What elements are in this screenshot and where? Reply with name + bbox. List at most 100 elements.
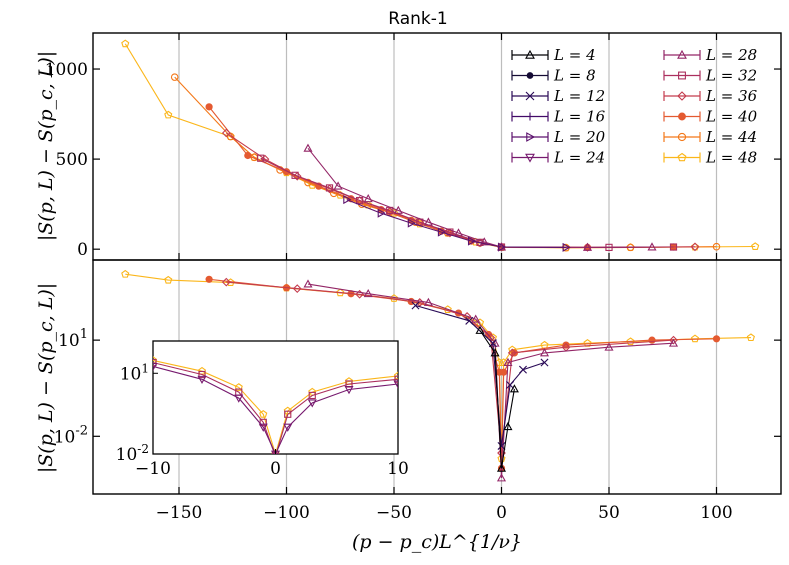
series-line — [153, 365, 398, 454]
series-l12 — [411, 301, 549, 450]
legend-item: L = 12 — [511, 87, 605, 105]
data-point — [205, 103, 213, 111]
data-point — [498, 242, 507, 252]
data-point — [292, 284, 302, 293]
data-point — [153, 362, 158, 372]
data-point — [519, 365, 527, 374]
data-point — [153, 356, 158, 364]
data-point — [258, 423, 268, 432]
top-y-ticks: 0 500 1000 — [45, 60, 781, 260]
bottom-panel — [121, 269, 755, 482]
legend-item: L = 16 — [511, 108, 606, 126]
data-point — [496, 473, 507, 482]
data-point — [121, 269, 130, 278]
data-point — [257, 154, 265, 162]
data-point — [500, 368, 508, 376]
inset-x-tick-label: 0 — [270, 459, 281, 479]
data-point — [377, 208, 386, 218]
data-point — [308, 391, 316, 400]
legend-item: L = 20 — [511, 128, 606, 146]
legend-label: L = 44 — [705, 128, 757, 146]
legend-label: L = 28 — [705, 46, 757, 64]
data-point — [259, 418, 267, 426]
inset-y-tick-label: 101 — [120, 361, 149, 384]
data-point — [526, 72, 534, 79]
data-point — [712, 335, 721, 343]
series-line — [124, 43, 756, 249]
data-point — [244, 151, 252, 160]
legend-label: L = 24 — [553, 149, 605, 167]
data-point — [260, 154, 270, 164]
series-l20 — [343, 195, 571, 252]
data-point — [170, 73, 179, 81]
data-point — [746, 333, 755, 342]
data-point — [471, 314, 481, 323]
inset-x-tick-label: −10 — [135, 459, 171, 479]
data-point — [678, 112, 686, 121]
bottom-y-ticks: 101 10-2 — [54, 327, 781, 447]
data-point — [234, 394, 244, 403]
legend-item: L = 32 — [663, 67, 757, 85]
data-point — [475, 325, 485, 334]
data-point — [198, 370, 206, 379]
data-point — [526, 132, 536, 142]
data-point — [503, 357, 513, 366]
legend-item: L = 24 — [511, 149, 605, 167]
legend-item: L = 44 — [663, 128, 757, 146]
data-point — [677, 91, 687, 101]
top-y-axis-label: |S(p, L) − S(p_c, L)| — [35, 51, 57, 241]
data-point — [479, 237, 489, 246]
series-line — [174, 76, 717, 249]
data-point — [393, 380, 398, 389]
series-line — [153, 362, 398, 454]
data-point — [394, 375, 398, 383]
top-panel — [121, 39, 760, 252]
data-point — [307, 399, 317, 408]
legend-label: L = 32 — [705, 67, 757, 85]
series-l24 — [153, 362, 398, 454]
x-ticks: −150 −100 −50 0 50 100 — [156, 33, 733, 523]
data-point — [509, 384, 519, 393]
data-point — [325, 184, 334, 192]
data-point — [164, 275, 173, 284]
series-l48 — [121, 39, 760, 252]
x-tick-label: −50 — [376, 503, 412, 523]
data-point — [677, 152, 687, 162]
data-point — [355, 196, 364, 205]
inset-y-tick-label: 10-2 — [116, 442, 149, 465]
data-point — [234, 383, 243, 391]
data-point — [626, 337, 635, 346]
series-l40 — [205, 103, 678, 251]
x-axis-label: (p − p_c)L^{1/ν} — [352, 531, 522, 553]
x-tick-label: 100 — [700, 503, 732, 523]
data-point — [153, 358, 157, 367]
legend-item: L = 36 — [663, 87, 758, 105]
data-point — [668, 338, 679, 347]
data-point — [333, 181, 343, 190]
data-point — [677, 49, 687, 59]
series-line — [260, 157, 674, 248]
legend-label: L = 8 — [553, 67, 596, 85]
top-y-tick-label: 1000 — [45, 60, 88, 80]
data-point — [284, 410, 292, 418]
legend-item: L = 28 — [663, 46, 757, 64]
legend-label: L = 4 — [553, 46, 596, 64]
series-line — [153, 359, 398, 454]
chart-title: Rank-1 — [388, 9, 447, 29]
data-point — [562, 242, 571, 252]
data-point — [604, 342, 614, 351]
data-point — [507, 348, 517, 358]
x-tick-label: −150 — [156, 503, 203, 523]
series-line — [346, 199, 567, 248]
top-y-tick-label: 500 — [56, 150, 88, 170]
data-point — [423, 297, 433, 306]
legend-item: L = 40 — [663, 108, 758, 126]
bottom-y-axis-label: |S(p, L) − S(p_c, L)| — [35, 283, 57, 473]
data-point — [669, 243, 678, 251]
data-point — [283, 423, 293, 432]
data-point — [490, 348, 500, 357]
data-point — [526, 112, 534, 121]
data-point — [197, 375, 207, 384]
data-point — [647, 242, 657, 251]
